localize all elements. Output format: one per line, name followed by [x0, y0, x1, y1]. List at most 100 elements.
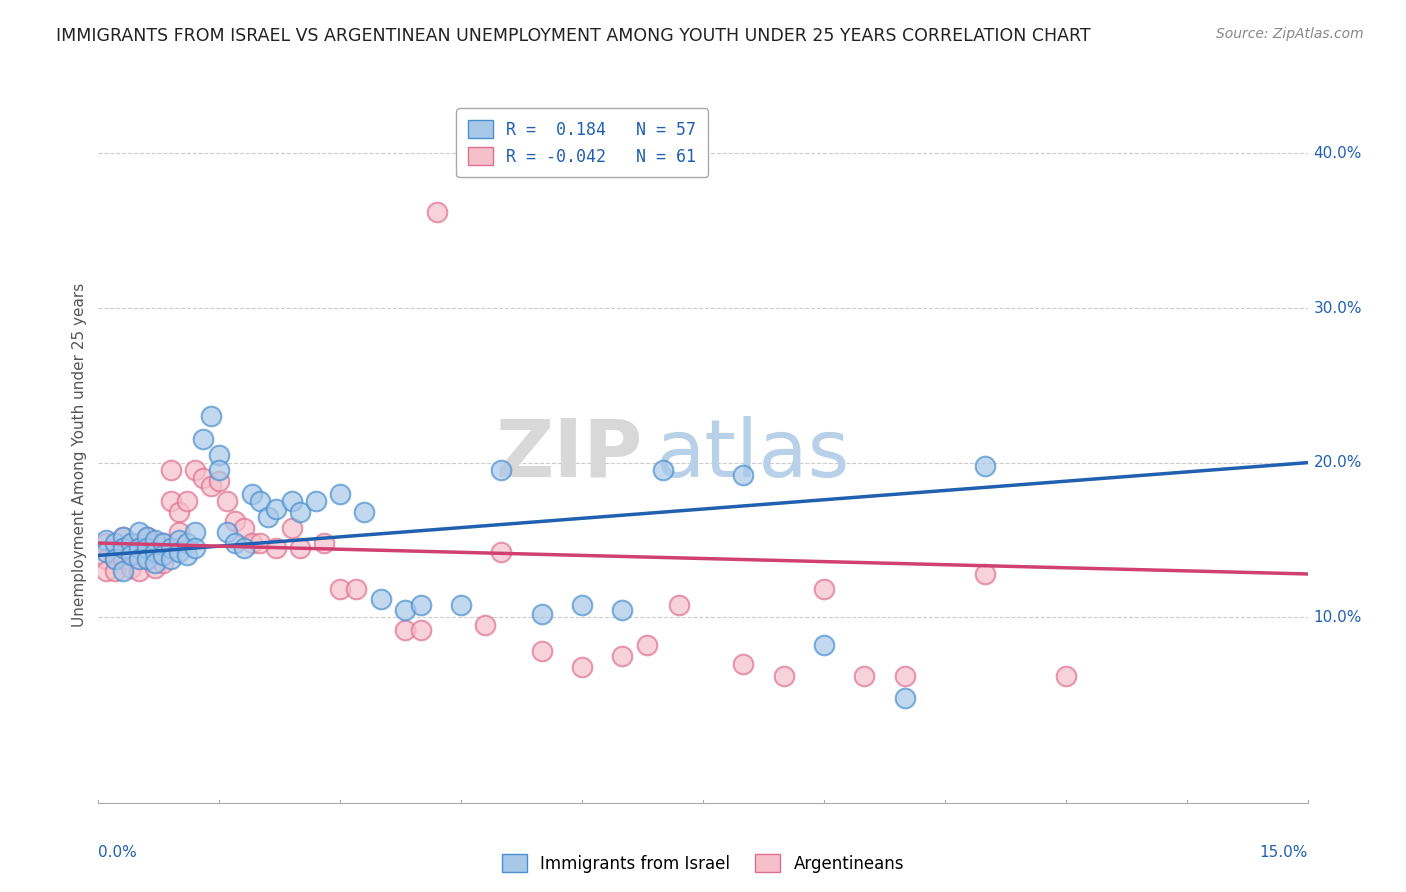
- Point: [224, 536, 246, 550]
- Point: [152, 549, 174, 563]
- Point: [135, 541, 157, 555]
- Point: [491, 545, 513, 559]
- Point: [232, 520, 254, 534]
- Text: 20.0%: 20.0%: [1313, 455, 1362, 470]
- Point: [193, 471, 215, 485]
- Point: [612, 602, 634, 616]
- Point: [135, 541, 157, 555]
- Point: [128, 564, 150, 578]
- Point: [143, 533, 166, 547]
- Point: [217, 525, 239, 540]
- Point: [353, 505, 375, 519]
- Point: [288, 505, 311, 519]
- Point: [96, 545, 118, 559]
- Point: [329, 486, 352, 500]
- Point: [733, 468, 755, 483]
- Point: [409, 623, 432, 637]
- Point: [184, 463, 207, 477]
- Point: [111, 564, 134, 578]
- Point: [329, 582, 352, 597]
- Point: [103, 564, 125, 578]
- Point: [651, 463, 673, 477]
- Legend: R =  0.184   N = 57, R = -0.042   N = 61: R = 0.184 N = 57, R = -0.042 N = 61: [457, 109, 707, 178]
- Point: [128, 536, 150, 550]
- Point: [281, 520, 304, 534]
- Point: [96, 536, 118, 550]
- Point: [135, 551, 157, 566]
- Point: [184, 525, 207, 540]
- Point: [103, 541, 125, 555]
- Point: [120, 561, 142, 575]
- Point: [200, 479, 222, 493]
- Point: [120, 536, 142, 550]
- Point: [344, 582, 367, 597]
- Text: ZIP: ZIP: [495, 416, 643, 494]
- Point: [96, 551, 118, 566]
- Point: [103, 536, 125, 550]
- Text: Source: ZipAtlas.com: Source: ZipAtlas.com: [1216, 27, 1364, 41]
- Point: [167, 545, 190, 559]
- Point: [160, 551, 183, 566]
- Point: [813, 582, 835, 597]
- Point: [176, 549, 198, 563]
- Point: [240, 486, 263, 500]
- Point: [491, 463, 513, 477]
- Point: [636, 638, 658, 652]
- Point: [143, 536, 166, 550]
- Point: [120, 549, 142, 563]
- Text: 30.0%: 30.0%: [1313, 301, 1362, 316]
- Point: [184, 541, 207, 555]
- Point: [152, 549, 174, 563]
- Point: [426, 205, 449, 219]
- Point: [135, 530, 157, 544]
- Point: [288, 541, 311, 555]
- Point: [160, 541, 183, 555]
- Point: [232, 541, 254, 555]
- Point: [813, 638, 835, 652]
- Point: [103, 551, 125, 566]
- Point: [571, 659, 593, 673]
- Point: [128, 541, 150, 555]
- Point: [143, 561, 166, 575]
- Point: [450, 598, 472, 612]
- Point: [281, 494, 304, 508]
- Point: [103, 551, 125, 566]
- Point: [240, 536, 263, 550]
- Point: [167, 505, 190, 519]
- Text: 10.0%: 10.0%: [1313, 610, 1362, 624]
- Point: [135, 530, 157, 544]
- Point: [217, 494, 239, 508]
- Point: [974, 566, 997, 581]
- Point: [893, 669, 915, 683]
- Point: [314, 536, 336, 550]
- Point: [96, 533, 118, 547]
- Point: [167, 533, 190, 547]
- Point: [668, 598, 690, 612]
- Point: [974, 458, 997, 473]
- Point: [208, 474, 231, 488]
- Point: [264, 502, 287, 516]
- Text: 40.0%: 40.0%: [1313, 146, 1362, 161]
- Text: 0.0%: 0.0%: [98, 845, 138, 860]
- Point: [176, 494, 198, 508]
- Point: [893, 690, 915, 705]
- Point: [612, 648, 634, 663]
- Point: [135, 551, 157, 566]
- Point: [111, 530, 134, 544]
- Point: [853, 669, 876, 683]
- Point: [208, 463, 231, 477]
- Point: [256, 509, 278, 524]
- Point: [143, 545, 166, 559]
- Point: [128, 549, 150, 563]
- Point: [409, 598, 432, 612]
- Point: [167, 525, 190, 540]
- Point: [305, 494, 328, 508]
- Point: [249, 494, 271, 508]
- Point: [120, 549, 142, 563]
- Point: [200, 409, 222, 424]
- Point: [571, 598, 593, 612]
- Point: [264, 541, 287, 555]
- Point: [111, 530, 134, 544]
- Point: [394, 602, 416, 616]
- Point: [143, 549, 166, 563]
